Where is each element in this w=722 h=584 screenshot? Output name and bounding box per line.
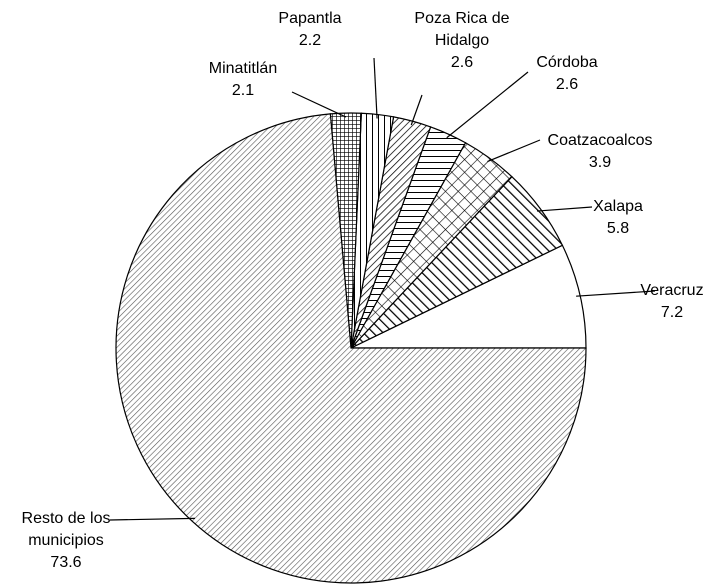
category-name: Xalapa <box>593 198 643 215</box>
slice-label: Papantla 2.2 <box>260 8 360 52</box>
leader-line <box>536 206 593 212</box>
leader-line <box>446 71 529 139</box>
slice-label: Veracruz 7.2 <box>612 280 722 324</box>
slice-label: Córdoba 2.6 <box>517 52 617 96</box>
value-label: 5.8 <box>606 220 630 237</box>
value-label: 2.6 <box>450 54 474 71</box>
slice-label: Xalapa 5.8 <box>568 196 668 240</box>
leader-line <box>576 290 656 297</box>
value-label: 3.9 <box>588 154 612 171</box>
leader-line <box>291 91 347 118</box>
slice-label: Poza Rica de Hidalgo 2.6 <box>407 8 517 74</box>
value-label: 2.1 <box>231 82 255 99</box>
pie-slice <box>350 244 587 349</box>
category-name: Coatzacoalcos <box>547 132 653 149</box>
category-name: Poza Rica de Hidalgo <box>414 10 510 49</box>
category-name: Córdoba <box>536 54 598 71</box>
slice-label: Minatitlán 2.1 <box>188 58 298 102</box>
value-label: 7.2 <box>660 304 684 321</box>
leader-line <box>109 517 196 521</box>
pie-slice <box>115 113 587 584</box>
slice-label: Resto de los municipios 73.6 <box>6 508 126 574</box>
category-name: Papantla <box>278 10 342 27</box>
value-label: 2.6 <box>555 76 579 93</box>
leader-line <box>410 94 423 126</box>
category-name: Veracruz <box>640 282 704 299</box>
value-label: 2.2 <box>298 32 322 49</box>
leader-line <box>373 57 378 119</box>
value-label: 73.6 <box>50 554 82 571</box>
leader-line <box>487 139 541 163</box>
category-name: Resto de los municipios <box>21 510 111 549</box>
slice-label: Coatzacoalcos 3.9 <box>530 130 670 174</box>
category-name: Minatitlán <box>208 60 278 77</box>
